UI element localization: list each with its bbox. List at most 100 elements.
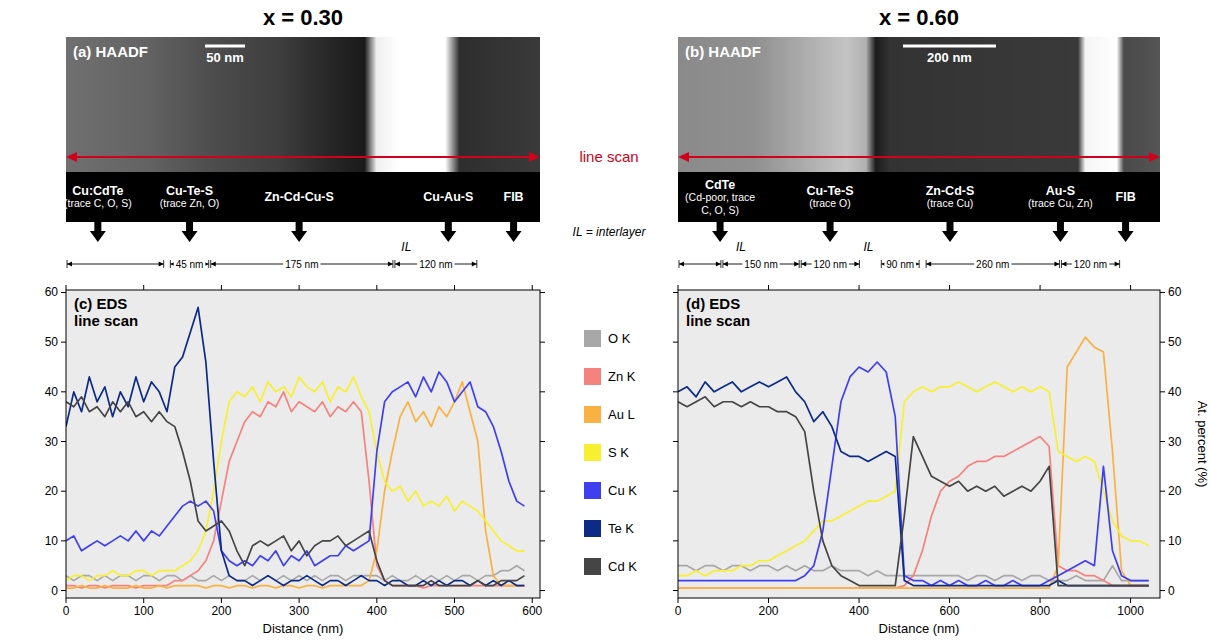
phase-name: Zn-Cd-Cu-S	[264, 190, 333, 204]
phase-note-line: (trace O)	[809, 197, 850, 209]
span-label: 120 nm	[814, 259, 847, 270]
scale-bar	[903, 45, 996, 48]
x-tick-label: 400	[367, 604, 387, 618]
y-tick	[61, 441, 66, 442]
legend-swatch	[584, 330, 601, 347]
x-tick	[221, 285, 222, 290]
span-end	[210, 260, 211, 268]
arrow-head	[678, 152, 689, 162]
x-tick-label: 600	[940, 604, 960, 618]
y-tick	[1160, 292, 1165, 293]
x-tick	[454, 285, 455, 290]
panel-label-line: line scan	[74, 312, 138, 329]
x-tick	[66, 285, 67, 290]
x-tick-label: 800	[1030, 604, 1050, 618]
y-tick-label: 20	[1168, 484, 1182, 498]
span-head	[679, 262, 684, 267]
legend-label: Cu K	[608, 483, 637, 498]
phase-note-line: (trace C, O, S)	[64, 197, 132, 209]
y-tick-label: 10	[1168, 534, 1182, 548]
y-tick	[1160, 391, 1165, 392]
y-tick	[540, 342, 545, 343]
x-tick-label: 600	[522, 604, 542, 618]
scale-bar-label: 200 nm	[927, 50, 972, 65]
span-head	[388, 262, 393, 267]
y-tick-label: 50	[45, 335, 59, 349]
y-tick-label: 30	[1168, 435, 1182, 449]
phase-arrow	[506, 222, 522, 242]
phase-arrow	[822, 222, 838, 242]
span-end	[1061, 260, 1062, 268]
y-tick	[673, 441, 678, 442]
phase-arrow	[712, 222, 728, 242]
series-line	[66, 377, 524, 581]
phase-name: Cu-Te-S	[166, 184, 213, 198]
span-label-bg	[884, 259, 916, 270]
series-line	[66, 372, 524, 566]
y-tick	[1160, 441, 1165, 442]
legend-label: Zn K	[608, 369, 636, 384]
span-head	[472, 262, 477, 267]
y-tick-label: 40	[45, 385, 59, 399]
span-label-bg	[174, 259, 206, 270]
series-line	[66, 566, 524, 581]
line-scan-label: line scan	[579, 148, 638, 165]
span-label-bg	[812, 259, 849, 270]
x-tick	[1130, 285, 1131, 290]
span-head	[159, 262, 164, 267]
y-tick-label: 20	[45, 484, 59, 498]
phase-name: Cu:CdTe	[72, 184, 123, 198]
span-head	[67, 262, 72, 267]
span-end	[720, 260, 721, 268]
span-head	[801, 262, 806, 267]
x-tick	[299, 598, 300, 603]
legend-label: O K	[608, 331, 631, 346]
x-tick	[949, 285, 950, 290]
image-label: (a) HAADF	[73, 43, 148, 60]
phase-arrow	[1118, 222, 1134, 242]
phase-arrow	[291, 222, 307, 242]
panel-label: (c) EDSline scan	[74, 295, 138, 329]
span-line	[679, 264, 721, 265]
x-tick	[859, 285, 860, 290]
span-head	[211, 262, 216, 267]
span-end	[801, 260, 802, 268]
x-tick-label: 400	[849, 604, 869, 618]
x-tick-label: 200	[759, 604, 779, 618]
y-tick	[540, 540, 545, 541]
phase-note: (Cd-poor, traceC, O, S)	[685, 191, 755, 216]
phase-name: Au-S	[1046, 184, 1075, 198]
arrow-head	[529, 152, 540, 162]
series-line	[678, 337, 1149, 588]
legend-label: S K	[608, 445, 629, 460]
scale-bar	[205, 45, 245, 48]
phase-arrow	[1052, 222, 1068, 242]
x-tick	[678, 598, 679, 603]
span-label: 175 nm	[285, 259, 318, 270]
legend-label: Cd K	[608, 559, 637, 574]
plot-background	[66, 290, 540, 598]
y-tick	[1160, 590, 1165, 591]
phase-arrow	[440, 222, 456, 242]
y-tick	[61, 292, 66, 293]
phase-name: FIB	[1116, 190, 1136, 204]
span-end	[208, 260, 209, 268]
arrow-head	[66, 152, 77, 162]
panel-label-line: (c) EDS	[74, 295, 127, 312]
y-tick-label: 0	[51, 584, 58, 598]
y-tick	[540, 441, 545, 442]
y-tick	[1160, 491, 1165, 492]
y-tick-label: 0	[1168, 584, 1175, 598]
span-end	[67, 260, 68, 268]
span-head	[926, 262, 931, 267]
legend-label: Au L	[608, 407, 635, 422]
legend-swatch	[584, 520, 601, 537]
span-label-bg	[1072, 259, 1109, 270]
span-label-bg	[417, 259, 454, 270]
legend-swatch	[584, 406, 601, 423]
x-tick	[1130, 598, 1131, 603]
interlayer-note: IL = interlayer	[573, 225, 647, 239]
phase-note-line: C, O, S)	[701, 204, 739, 216]
x-axis-title: Distance (nm)	[263, 621, 344, 636]
x-tick	[454, 598, 455, 603]
